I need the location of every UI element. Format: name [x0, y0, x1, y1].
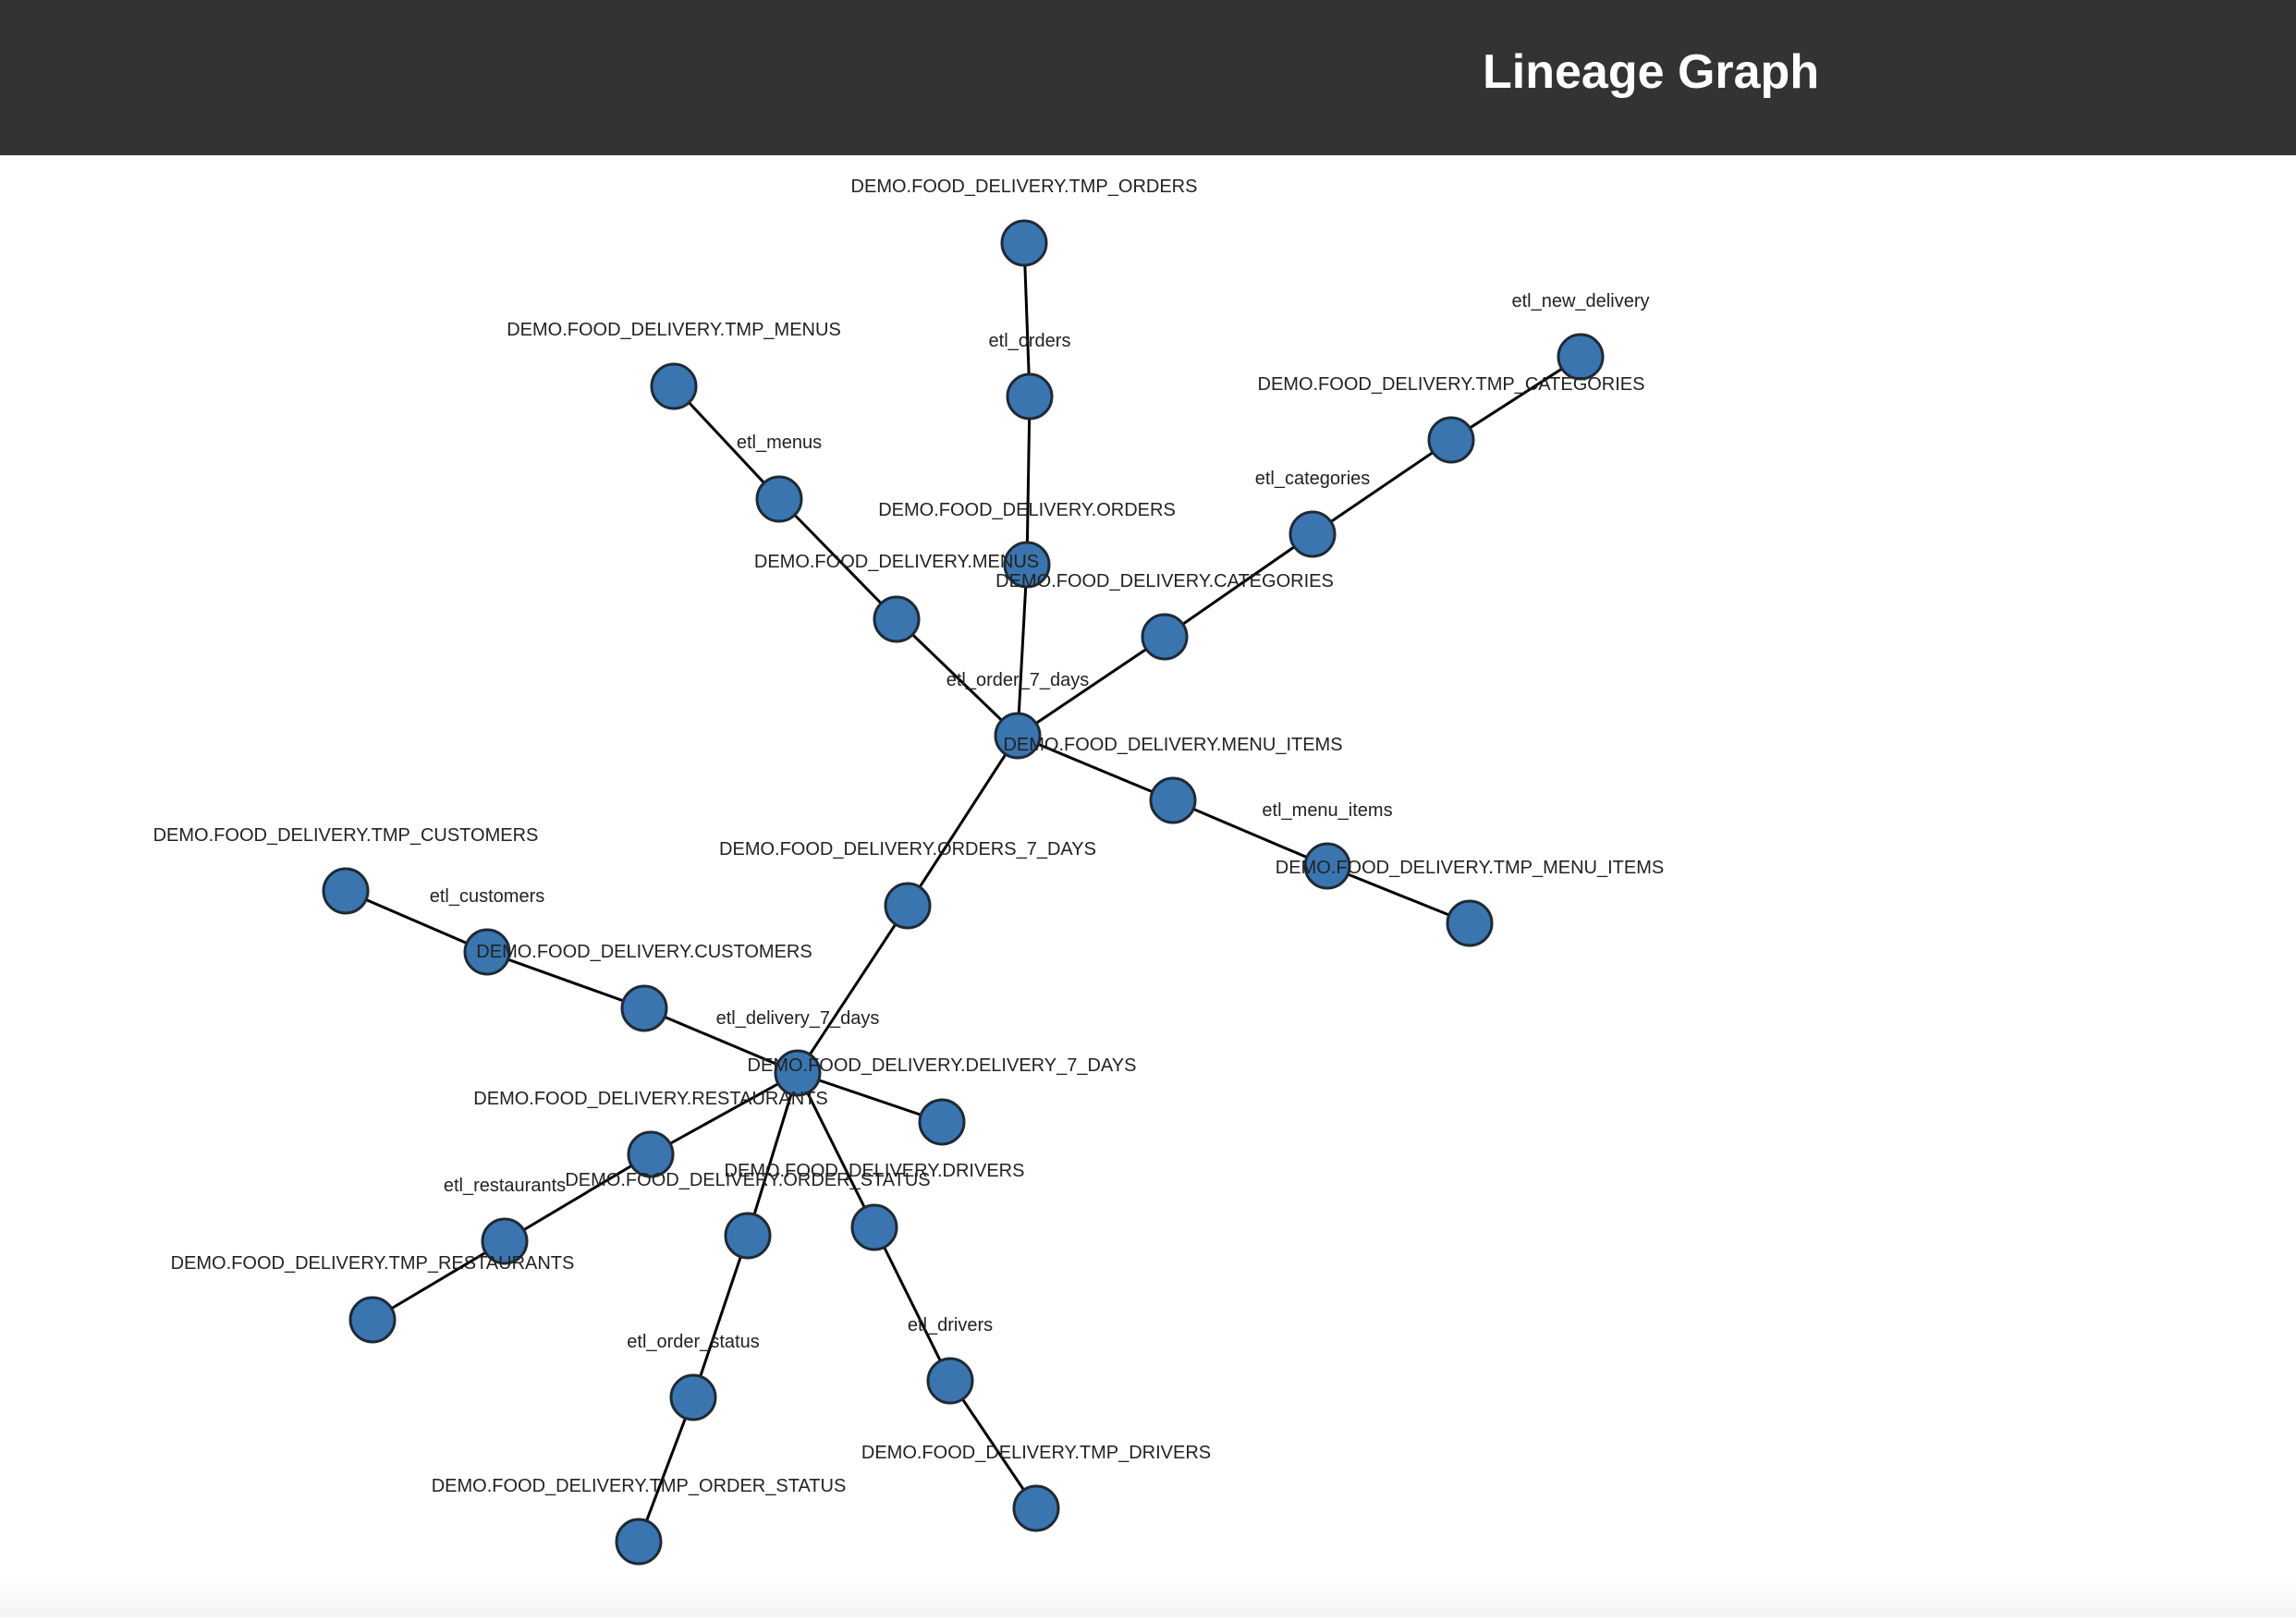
edge-etl_delivery_7_days-to-restaurants: [650, 1071, 799, 1156]
graph-node-label-drivers: DEMO.FOOD_DELIVERY.DRIVERS: [725, 1161, 1025, 1181]
graph-node-etl_delivery_7_days[interactable]: [774, 1049, 822, 1097]
edge-etl_menu_items-to-tmp_menu_items: [1326, 864, 1471, 925]
edge-etl_drivers-to-tmp_drivers: [948, 1380, 1038, 1509]
graph-node-etl_order_7_days[interactable]: [994, 712, 1042, 760]
app-header: Lineage Graph: [0, 0, 2296, 155]
edge-orders-to-etl_order_7_days: [1016, 564, 1029, 737]
graph-node-tmp_customers[interactable]: [322, 867, 370, 915]
graph-node-label-orders: DEMO.FOOD_DELIVERY.ORDERS: [878, 500, 1176, 520]
graph-node-label-restaurants: DEMO.FOOD_DELIVERY.RESTAURANTS: [473, 1089, 827, 1109]
edge-etl_restaurants-to-tmp_restaurants: [372, 1239, 506, 1322]
graph-node-categories[interactable]: [1141, 613, 1189, 661]
edge-etl_delivery_7_days-to-drivers: [796, 1072, 876, 1228]
graph-node-etl_drivers[interactable]: [926, 1357, 974, 1405]
edge-categories-to-etl_order_7_days: [1017, 635, 1166, 738]
graph-node-label-tmp_drivers: DEMO.FOOD_DELIVERY.TMP_DRIVERS: [861, 1443, 1211, 1463]
graph-node-delivery_7_days[interactable]: [918, 1098, 966, 1146]
graph-node-etl_categories[interactable]: [1288, 510, 1337, 558]
graph-node-label-tmp_menu_items: DEMO.FOOD_DELIVERY.TMP_MENU_ITEMS: [1276, 858, 1664, 878]
edge-restaurants-to-etl_restaurants: [504, 1152, 652, 1243]
graph-node-label-tmp_restaurants: DEMO.FOOD_DELIVERY.TMP_RESTAURANTS: [171, 1253, 575, 1274]
graph-node-label-etl_new_delivery: etl_new_delivery: [1512, 291, 1650, 311]
edge-etl_orders-to-orders: [1025, 396, 1032, 566]
graph-node-label-tmp_categories: DEMO.FOOD_DELIVERY.TMP_CATEGORIES: [1258, 374, 1645, 395]
page-title: Lineage Graph: [1483, 45, 1820, 99]
label-layer: DEMO.FOOD_DELIVERY.TMP_ORDERS etl_orders D…: [153, 177, 1665, 1496]
edge-etl_order_7_days-to-menu_items: [1017, 734, 1174, 802]
graph-node-tmp_restaurants[interactable]: [348, 1296, 397, 1344]
edge-etl_delivery_7_days-to-delivery_7_days: [797, 1071, 943, 1124]
graph-node-orders[interactable]: [1003, 541, 1051, 589]
graph-node-etl_orders[interactable]: [1006, 372, 1054, 421]
edge-etl_categories-to-categories: [1164, 532, 1313, 639]
graph-node-customers[interactable]: [620, 984, 668, 1032]
edge-tmp_orders-to-etl_orders: [1022, 242, 1032, 397]
graph-node-tmp_categories[interactable]: [1427, 416, 1475, 464]
edge-etl_order_7_days-to-orders_7_days: [906, 735, 1020, 907]
graph-node-etl_menu_items[interactable]: [1303, 842, 1351, 890]
lineage-graph-area[interactable]: DEMO.FOOD_DELIVERY.TMP_ORDERS etl_orders D…: [0, 155, 2296, 1617]
graph-node-tmp_order_status[interactable]: [615, 1518, 663, 1566]
edge-order_status-to-etl_order_status: [691, 1235, 750, 1398]
graph-node-label-etl_menus: etl_menus: [737, 433, 822, 453]
graph-node-label-etl_orders: etl_orders: [989, 331, 1071, 351]
graph-node-label-etl_delivery_7_days: etl_delivery_7_days: [716, 1008, 880, 1029]
edge-etl_new_delivery-to-tmp_categories: [1450, 355, 1582, 442]
graph-node-tmp_drivers[interactable]: [1012, 1484, 1060, 1532]
graph-node-etl_order_status[interactable]: [669, 1373, 717, 1421]
edge-etl_customers-to-customers: [486, 950, 645, 1010]
graph-node-label-categories: DEMO.FOOD_DELIVERY.CATEGORIES: [995, 571, 1334, 591]
graph-node-label-etl_restaurants: etl_restaurants: [444, 1176, 566, 1196]
edge-menu_items-to-etl_menu_items: [1172, 799, 1328, 868]
graph-node-restaurants[interactable]: [627, 1130, 675, 1178]
edge-etl_menus-to-menus: [777, 497, 898, 621]
graph-node-label-menus: DEMO.FOOD_DELIVERY.MENUS: [754, 552, 1039, 572]
edge-menus-to-etl_order_7_days: [895, 617, 1020, 738]
graph-node-menu_items[interactable]: [1149, 776, 1197, 824]
graph-node-label-tmp_orders: DEMO.FOOD_DELIVERY.TMP_ORDERS: [851, 177, 1198, 197]
graph-node-label-etl_order_7_days: etl_order_7_days: [946, 670, 1090, 690]
edge-drivers-to-etl_drivers: [873, 1226, 952, 1382]
edge-tmp_customers-to-etl_customers: [345, 889, 488, 954]
graph-node-etl_new_delivery[interactable]: [1557, 333, 1605, 381]
lineage-graph[interactable]: DEMO.FOOD_DELIVERY.TMP_ORDERS etl_orders D…: [0, 155, 2296, 1617]
graph-node-label-etl_categories: etl_categories: [1255, 469, 1371, 489]
graph-node-label-orders_7_days: DEMO.FOOD_DELIVERY.ORDERS_7_DAYS: [719, 839, 1096, 860]
graph-node-label-delivery_7_days: DEMO.FOOD_DELIVERY.DELIVERY_7_DAYS: [748, 1055, 1137, 1076]
graph-node-etl_customers[interactable]: [463, 928, 511, 976]
graph-node-label-order_status: DEMO.FOOD_DELIVERY.ORDER_STATUS: [565, 1170, 930, 1190]
edge-layer: [345, 242, 1582, 1543]
graph-node-label-menu_items: DEMO.FOOD_DELIVERY.MENU_ITEMS: [1003, 735, 1342, 755]
graph-node-label-tmp_menus: DEMO.FOOD_DELIVERY.TMP_MENUS: [507, 320, 841, 340]
graph-node-order_status[interactable]: [724, 1212, 772, 1260]
edge-tmp_categories-to-etl_categories: [1312, 438, 1452, 536]
graph-node-menus[interactable]: [873, 595, 921, 643]
edge-customers-to-etl_delivery_7_days: [643, 1006, 799, 1075]
graph-node-tmp_orders[interactable]: [1000, 219, 1048, 267]
graph-node-orders_7_days[interactable]: [884, 882, 932, 930]
graph-node-tmp_menus[interactable]: [650, 362, 698, 410]
graph-node-label-etl_customers: etl_customers: [430, 886, 545, 907]
graph-node-label-customers: DEMO.FOOD_DELIVERY.CUSTOMERS: [476, 942, 812, 962]
edge-etl_order_status-to-tmp_order_status: [637, 1396, 695, 1543]
edge-orders_7_days-to-etl_delivery_7_days: [796, 905, 910, 1074]
edge-tmp_menus-to-etl_menus: [672, 384, 781, 501]
node-layer: [322, 219, 1605, 1566]
graph-node-label-etl_order_status: etl_order_status: [627, 1332, 759, 1352]
graph-node-etl_menus[interactable]: [755, 475, 803, 523]
graph-node-label-tmp_order_status: DEMO.FOOD_DELIVERY.TMP_ORDER_STATUS: [432, 1476, 847, 1496]
graph-node-label-etl_menu_items: etl_menu_items: [1262, 800, 1392, 821]
graph-node-label-etl_drivers: etl_drivers: [908, 1315, 993, 1335]
graph-node-etl_restaurants[interactable]: [481, 1217, 529, 1265]
graph-node-drivers[interactable]: [850, 1203, 898, 1251]
edge-etl_delivery_7_days-to-order_status: [746, 1072, 800, 1237]
bottom-fade: [0, 1580, 2296, 1617]
graph-node-tmp_menu_items[interactable]: [1446, 899, 1494, 947]
graph-node-label-tmp_customers: DEMO.FOOD_DELIVERY.TMP_CUSTOMERS: [153, 825, 539, 846]
